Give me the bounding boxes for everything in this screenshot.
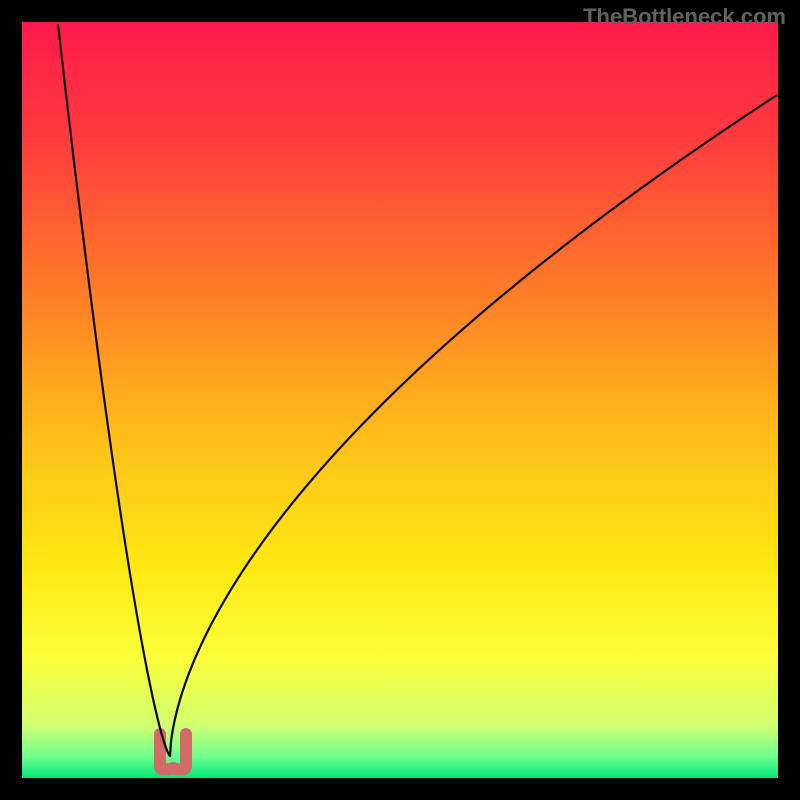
watermark-text: TheBottleneck.com bbox=[583, 4, 786, 30]
bottleneck-chart bbox=[0, 0, 800, 800]
chart-container: TheBottleneck.com bbox=[0, 0, 800, 800]
chart-plot-area bbox=[22, 22, 778, 778]
